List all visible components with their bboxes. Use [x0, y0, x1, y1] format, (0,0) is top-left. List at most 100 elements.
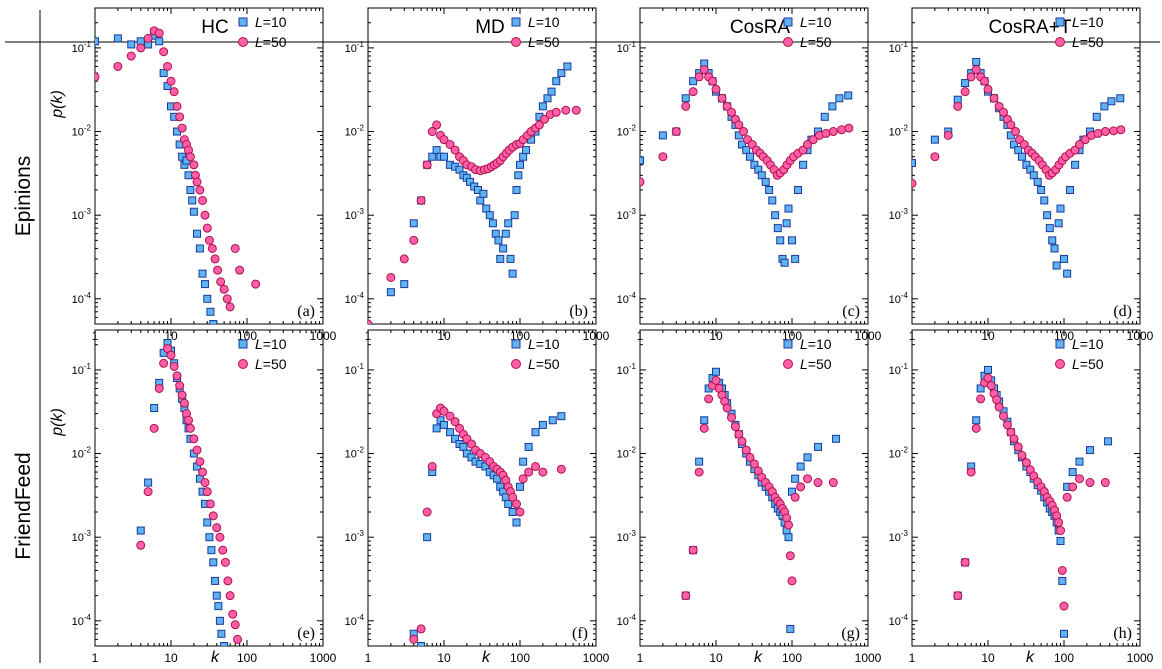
series-l-10-point [506, 254, 515, 263]
series-l-10-point [552, 77, 561, 86]
series-l-10-point [1056, 537, 1065, 546]
series-l-50-point [515, 507, 525, 517]
series-l-50-point [1009, 434, 1019, 444]
series-l-10-point [432, 146, 441, 155]
series-l-50-point [143, 33, 153, 43]
series-l-10-point [803, 453, 812, 462]
series-l-50-point [230, 620, 240, 630]
series-l-10-point [1068, 468, 1077, 477]
series-l-50-point [930, 152, 940, 162]
series-l-50-point [966, 467, 976, 477]
series-l-10-point [212, 591, 221, 600]
series-l-50-point [225, 591, 235, 601]
series-l-50-point [159, 47, 169, 57]
series-l-50-point [154, 28, 164, 38]
y-tick-label: 10-1 [345, 40, 365, 55]
series-l-10-point [799, 160, 808, 169]
series-l-50-point [1100, 127, 1110, 137]
series-l-50-point [177, 123, 187, 133]
series-l-50-point [960, 87, 970, 97]
panel-e: 1 10 100 1000 10-4 10-3 10-2 10-1 L=10 L=50 (e) [72, 329, 337, 665]
series-l-10-point [1086, 446, 1095, 455]
series-l-10-point [771, 211, 780, 220]
legend: L=10 L=50 [1055, 336, 1104, 372]
series-l-50-point [1054, 517, 1064, 527]
y-tick-label: 10-4 [72, 291, 92, 306]
series-l-10-point [428, 152, 437, 161]
series-l-50-point [538, 467, 548, 477]
series-l-50-point [212, 523, 222, 533]
panel-label: (b) [569, 303, 588, 320]
series-l-50-point [223, 576, 233, 586]
series-l-50-point [136, 540, 146, 550]
y-tick-label: 10-3 [345, 207, 365, 222]
x-tick-label: 100 [510, 651, 530, 665]
series-l-50-point [166, 350, 176, 360]
x-tick-label: 100 [782, 651, 802, 665]
series-l-10-point [1048, 236, 1057, 245]
series-l-50-point [439, 135, 449, 145]
series-l-50-point [745, 452, 755, 462]
series-l-50-point [1057, 565, 1067, 575]
series-l-10-point [1052, 261, 1061, 270]
y-tick-label: 10-2 [617, 446, 637, 461]
y-tick-label: 10-1 [617, 40, 637, 55]
series-l-50-point [953, 591, 963, 601]
legend-label: L=50 [800, 356, 832, 372]
series-l-50-point [172, 371, 182, 381]
legend-marker-circle [1055, 359, 1065, 369]
series-l-10-point [481, 462, 490, 471]
series-l-10-point [563, 62, 572, 71]
y-tick-label: 10-3 [889, 529, 909, 544]
series-l-10-point [1050, 244, 1059, 253]
series-l-10-point [423, 533, 432, 542]
series-l-10-point [538, 420, 547, 429]
series-l-50-point [803, 474, 813, 484]
y-tick-label: 10-2 [72, 124, 92, 139]
series-l-50-point [1109, 126, 1119, 136]
legend-label: L=50 [1072, 34, 1104, 50]
legend-marker-square [238, 339, 248, 349]
series-l-10-point [203, 294, 212, 303]
series-l-50-point [195, 185, 205, 195]
series-l-50-point [126, 51, 136, 61]
series-l-10-point [476, 196, 485, 205]
series-l-10-point [912, 159, 916, 168]
legend-marker-circle [783, 37, 793, 47]
y-tick-label: 10-4 [345, 613, 365, 628]
series-l-10-point [820, 112, 829, 121]
series-l-10-point [961, 79, 970, 88]
series-l-50-point [432, 120, 442, 130]
x-tick-label: 1 [909, 651, 916, 665]
series-l-10-point [844, 91, 853, 100]
series-l-10-point [214, 602, 223, 611]
x-tick-label: 100 [1054, 651, 1074, 665]
series-l-10-point [757, 171, 766, 180]
row-header-epinions: Epinions [12, 156, 35, 237]
series-l-10-point [768, 196, 777, 205]
series-l-10-point [400, 280, 409, 289]
panel-label: (c) [842, 303, 860, 320]
column-header-hc: HC [201, 17, 228, 38]
panel-label: (f) [572, 625, 588, 642]
series-l-50-point [95, 72, 100, 82]
y-tick-label: 10-1 [889, 362, 909, 377]
series-l-10-point [516, 482, 524, 491]
series-l-10-point [188, 196, 197, 205]
series-l-10-point [409, 219, 418, 228]
series-l-10-point [184, 171, 193, 180]
series-l-50-point [213, 265, 223, 275]
legend-label: L=10 [1072, 336, 1104, 352]
series-l-10-point [1060, 629, 1068, 638]
series-l-50-point [200, 478, 210, 488]
plot-frame [94, 329, 324, 647]
series-l-10-point [510, 211, 519, 220]
series-l-50-point [427, 127, 437, 137]
series-l-10-point [640, 156, 644, 165]
series-l-50-point [688, 545, 698, 555]
series-l-50-point [551, 107, 561, 117]
series-l-50-point [738, 127, 748, 137]
series-l-50-point [163, 61, 173, 71]
data-points [368, 62, 581, 324]
